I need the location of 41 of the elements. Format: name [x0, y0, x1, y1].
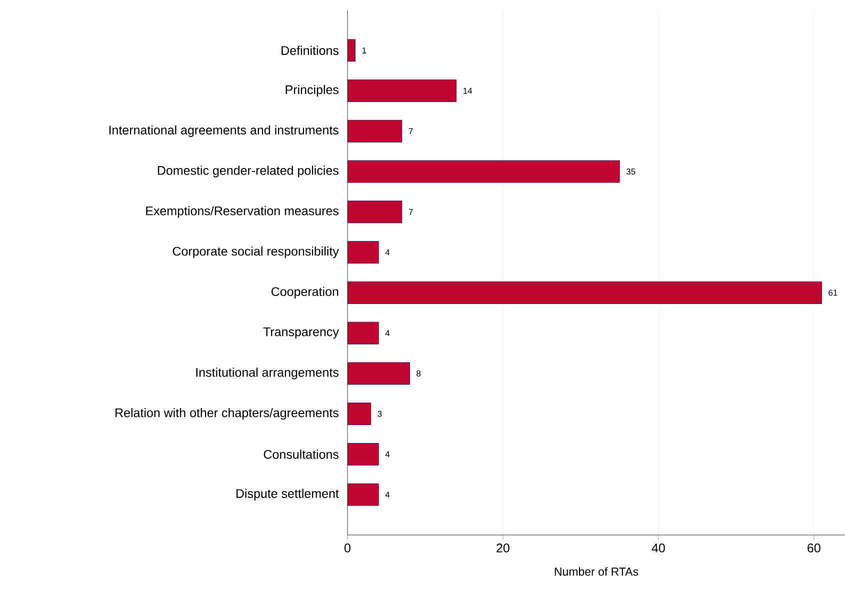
y-tick-label: Domestic gender-related policies — [158, 166, 338, 178]
bar — [348, 483, 379, 506]
bar — [348, 200, 402, 224]
y-tick-label: Institutional arrangements — [196, 368, 338, 380]
x-tick-label: 0 — [344, 544, 350, 552]
x-tick-label: 40 — [652, 544, 665, 552]
bar — [348, 241, 379, 264]
y-tick-label: Definitions — [282, 46, 339, 55]
y-tick-label: International agreements and instruments — [109, 125, 338, 137]
bar — [348, 402, 372, 426]
data-label: 4 — [385, 330, 390, 336]
y-tick-label: Exemptions/Reservation measures — [146, 206, 338, 218]
data-label: 1 — [362, 47, 366, 54]
y-tick-label: Corporate social responsibility — [172, 246, 339, 258]
x-tick-label: 20 — [496, 544, 510, 552]
y-tick-label: Transparency — [263, 327, 339, 339]
data-label: 4 — [385, 249, 390, 256]
x-axis-title: Number of RTAs — [554, 567, 638, 576]
data-label: 4 — [385, 492, 390, 498]
bar — [348, 443, 379, 466]
data-label: 4 — [385, 451, 390, 458]
bar — [348, 322, 379, 344]
data-label: 61 — [828, 290, 838, 296]
y-tick-label: Dispute settlement — [236, 488, 339, 500]
data-label: 7 — [408, 128, 413, 134]
y-tick-label: Principles — [286, 84, 339, 97]
data-label: 14 — [464, 88, 472, 94]
data-label: 8 — [416, 370, 421, 376]
x-tick-label: 60 — [808, 544, 820, 552]
data-label: 35 — [626, 168, 636, 175]
bar — [348, 39, 356, 62]
data-label: 7 — [408, 209, 413, 215]
bar — [348, 120, 402, 142]
data-label: 3 — [378, 410, 382, 417]
bar — [348, 362, 410, 385]
y-tick-label: Cooperation — [271, 286, 338, 299]
bar — [348, 160, 620, 183]
bar — [348, 282, 822, 304]
y-tick-label: Relation with other chapters/agreements — [116, 408, 338, 420]
y-tick-label: Consultations — [264, 450, 339, 459]
bar — [348, 80, 457, 102]
